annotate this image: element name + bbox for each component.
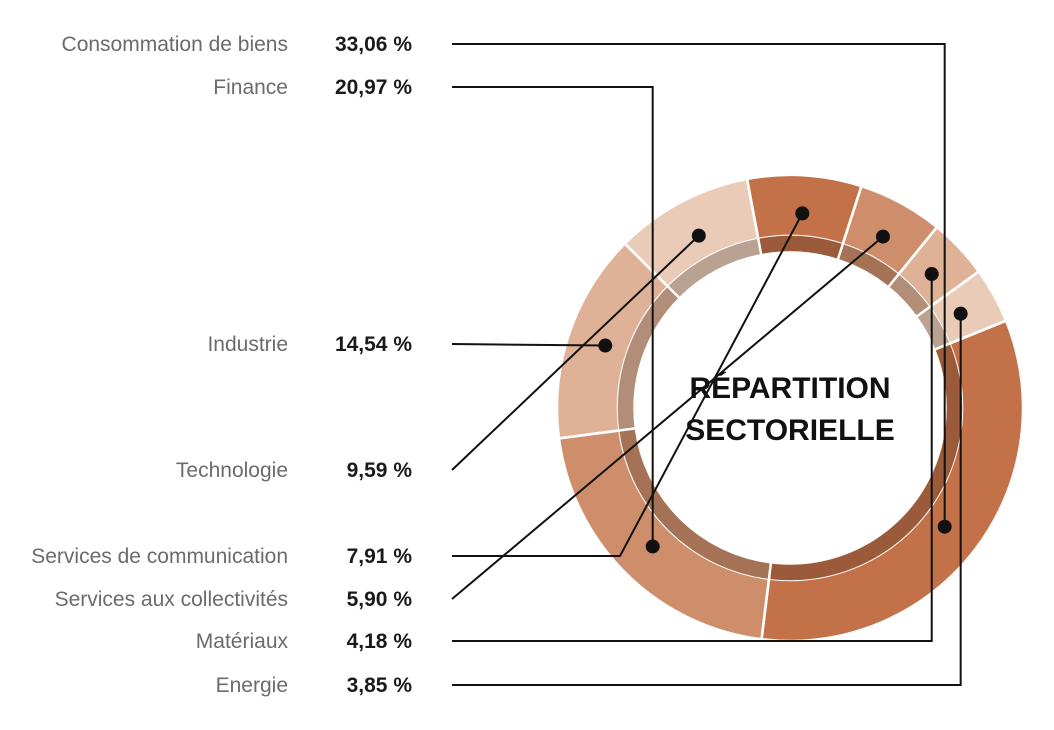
center-title: RÉPARTITION SECTORIELLE (685, 371, 894, 447)
slice-separator-0 (934, 319, 1008, 351)
slice-outer-2 (555, 241, 670, 440)
slice-separator-7 (915, 269, 981, 318)
leader-dot-4 (795, 206, 810, 221)
slice-label-0: Consommation de biens (62, 33, 288, 56)
leader-line-0 (452, 43, 946, 527)
leader-dot-1 (645, 539, 660, 554)
leader-dot-2 (598, 338, 613, 353)
slice-separator-1 (760, 562, 773, 641)
slice-value-5: 5,90 % (347, 588, 413, 611)
leader-line-1 (452, 86, 654, 547)
slice-value-4: 7,91 % (347, 545, 413, 568)
slice-value-2: 14,54 % (335, 333, 412, 356)
slice-separator-5 (836, 184, 863, 260)
leader-line-2 (451, 343, 606, 347)
slice-label-4: Services de communication (31, 545, 288, 568)
slice-value-0: 33,06 % (335, 33, 412, 56)
slice-value-3: 9,59 % (347, 459, 413, 482)
slice-labels: Consommation de biens 33,06 % Finance 20,97… (31, 33, 412, 697)
slice-value-1: 20,97 % (335, 76, 412, 99)
slice-outer-0 (760, 319, 1025, 643)
center-title-line-1: RÉPARTITION (689, 371, 890, 405)
slice-label-7: Energie (216, 674, 288, 697)
leader-dot-6 (924, 267, 939, 282)
slice-label-1: Finance (213, 76, 288, 99)
leader-line-4 (452, 212, 804, 557)
slice-value-7: 3,85 % (347, 674, 413, 697)
donut-slices (555, 173, 1025, 643)
leader-line-3 (451, 234, 700, 471)
slice-label-5: Services aux collectivités (55, 588, 288, 611)
slice-outer-1 (557, 429, 771, 641)
slice-value-6: 4,18 % (347, 630, 413, 653)
center-title-line-2: SECTORIELLE (685, 414, 894, 447)
slice-separator-6 (887, 225, 939, 288)
slice-separator-2 (557, 427, 636, 440)
leader-line-7 (452, 313, 962, 686)
leader-dot-5 (875, 229, 890, 244)
slice-label-2: Industrie (207, 333, 288, 356)
leader-lines (451, 43, 968, 686)
slice-label-3: Technologie (176, 459, 288, 482)
leader-line-6 (452, 274, 933, 642)
leader-dot-3 (691, 228, 706, 243)
slice-separator-4 (745, 177, 763, 255)
leader-dot-0 (937, 519, 952, 534)
leader-line-5 (451, 235, 884, 600)
slice-label-6: Matériaux (196, 630, 289, 653)
leader-dot-7 (953, 306, 968, 321)
